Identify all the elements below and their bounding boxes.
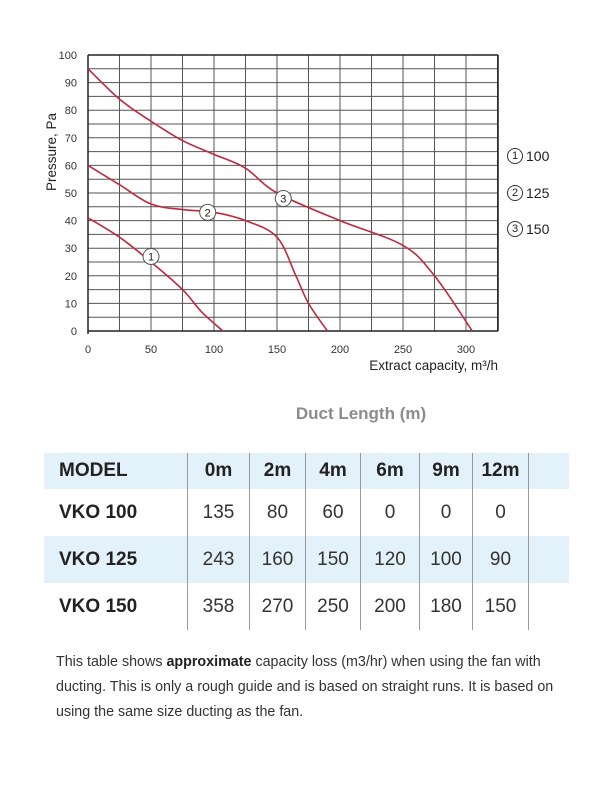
- svg-text:1: 1: [148, 251, 154, 263]
- table-cell: 0: [419, 489, 473, 536]
- svg-text:80: 80: [65, 105, 77, 117]
- note-bold-word: approximate: [166, 654, 252, 670]
- svg-text:70: 70: [65, 133, 77, 145]
- svg-text:60: 60: [65, 160, 77, 172]
- x-axis-label: Extract capacity, m³/h: [369, 358, 498, 373]
- table-note: This table shows approximate capacity lo…: [56, 650, 556, 725]
- header-cell: 6m: [360, 453, 420, 489]
- legend-item-100: 1 100: [507, 138, 549, 175]
- table-cell: 250: [305, 583, 361, 630]
- table-cell: 200: [360, 583, 420, 630]
- table-cell: 120: [360, 536, 420, 583]
- empty-cell: [528, 453, 569, 489]
- legend-marker-2: 2: [507, 184, 523, 201]
- table-cell: 160: [249, 536, 306, 583]
- table-cell: 0: [360, 489, 420, 536]
- svg-text:50: 50: [145, 344, 157, 356]
- svg-text:2: 2: [205, 207, 211, 219]
- header-cell: 0m: [187, 453, 250, 489]
- legend-item-125: 2 125: [507, 175, 549, 212]
- svg-text:150: 150: [268, 344, 286, 356]
- svg-text:100: 100: [205, 344, 223, 356]
- svg-text:90: 90: [65, 78, 77, 90]
- legend-marker-3: 3: [507, 221, 523, 238]
- svg-text:300: 300: [457, 344, 475, 356]
- legend-marker-1: 1: [507, 148, 523, 165]
- note-text-end: capacity loss (m3/hr) when using the fan…: [56, 654, 554, 720]
- svg-text:30: 30: [65, 243, 77, 255]
- row-model: VKO 150: [59, 595, 138, 617]
- chart-grid: [87, 54, 499, 334]
- header-cell: 2m: [249, 453, 306, 489]
- table-row: VKO 100 135 80 60 0 0 0: [44, 489, 569, 536]
- table-cell: 270: [249, 583, 306, 630]
- header-cell: 4m: [305, 453, 361, 489]
- axis-tick-labels: 0 10 20 30 40 50 60 70 80 90 100 0 50 100 150 200 250 300: [59, 50, 476, 356]
- empty-cell: [528, 536, 569, 583]
- capacity-loss-table: MODEL 0m 2m 4m 6m 9m 12m VKO 100 135 80 …: [44, 453, 569, 630]
- table-cell: 135: [187, 489, 250, 536]
- table-cell: 358: [187, 583, 250, 630]
- table-cell: 60: [305, 489, 361, 536]
- table-cell: 80: [249, 489, 306, 536]
- svg-text:3: 3: [280, 194, 286, 206]
- svg-text:10: 10: [65, 298, 77, 310]
- legend-label: 150: [526, 221, 550, 238]
- header-cell: 9m: [419, 453, 473, 489]
- svg-text:40: 40: [65, 216, 77, 228]
- chart-legend: 1 100 2 125 3 150: [507, 138, 549, 248]
- y-axis-label: Pressure, Pa: [44, 112, 59, 191]
- header-cell: 12m: [472, 453, 529, 489]
- row-model: VKO 125: [44, 536, 188, 583]
- table-cell: 150: [305, 536, 361, 583]
- table-cell: 180: [419, 583, 473, 630]
- pressure-chart: 0 10 20 30 40 50 60 70 80 90 100 0 50 100 150 200 250 300…: [0, 0, 600, 390]
- legend-item-150: 3 150: [507, 211, 549, 248]
- table-header-row: MODEL 0m 2m 4m 6m 9m 12m: [44, 453, 569, 489]
- table-row: VKO 125 243 160 150 120 100 90: [44, 536, 569, 583]
- table-row: VKO 150 358 270 250 200 180 150: [44, 583, 569, 630]
- svg-text:0: 0: [71, 326, 77, 338]
- svg-text:250: 250: [394, 344, 412, 356]
- legend-label: 125: [526, 184, 550, 201]
- note-text-start: This table shows: [56, 654, 167, 670]
- table-cell: 100: [419, 536, 473, 583]
- table-cell: 243: [187, 536, 250, 583]
- empty-cell: [528, 583, 569, 630]
- legend-label: 100: [526, 148, 550, 165]
- duct-length-title: Duct Length (m): [295, 404, 427, 423]
- table-cell: 150: [472, 583, 529, 630]
- table-cell: 90: [472, 536, 529, 583]
- svg-text:20: 20: [65, 271, 77, 283]
- row-model: VKO 100: [59, 501, 138, 523]
- table-cell: 0: [472, 489, 529, 536]
- empty-cell: [528, 489, 569, 536]
- svg-text:50: 50: [65, 188, 77, 200]
- svg-text:100: 100: [59, 50, 77, 62]
- chart-svg: 0 10 20 30 40 50 60 70 80 90 100 0 50 100 150 200 250 300…: [44, 50, 499, 373]
- svg-text:0: 0: [85, 344, 91, 356]
- header-model: MODEL: [44, 453, 188, 489]
- svg-text:200: 200: [331, 344, 349, 356]
- chart-curves: 1 2 3: [87, 68, 473, 332]
